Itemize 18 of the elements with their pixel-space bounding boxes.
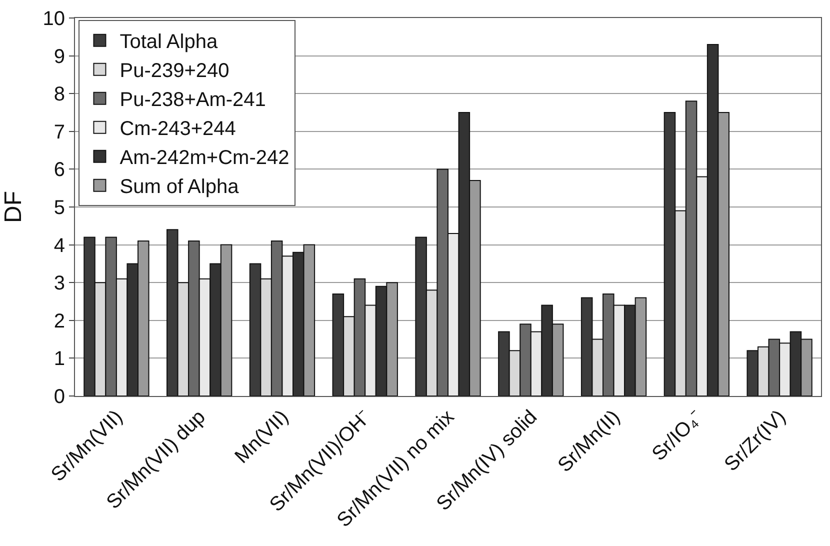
y-tick-label: 3	[54, 272, 65, 295]
legend-label: Pu-238+Am-241	[120, 89, 266, 112]
y-tick-label: 8	[54, 84, 65, 106]
y-tick-label: 6	[54, 159, 65, 182]
legend-label: Am-242m+Cm-242	[120, 147, 290, 170]
y-tick-label: 9	[54, 46, 65, 68]
y-tick-label: 0	[54, 386, 65, 408]
y-tick-label: 10	[42, 8, 65, 30]
y-tick-label: 1	[54, 348, 65, 370]
y-tick-label: 2	[54, 310, 65, 332]
y-tick-label: 7	[54, 121, 65, 144]
legend-label: Cm-243+244	[120, 118, 236, 140]
legend-label: Total Alpha	[120, 31, 218, 54]
legend-label: Pu-239+240	[120, 60, 230, 82]
y-axis-title: DF	[0, 191, 27, 223]
legend-label: Sum of Alpha	[120, 176, 240, 198]
y-tick-label: 4	[54, 234, 65, 257]
y-tick-label: 5	[54, 197, 65, 219]
